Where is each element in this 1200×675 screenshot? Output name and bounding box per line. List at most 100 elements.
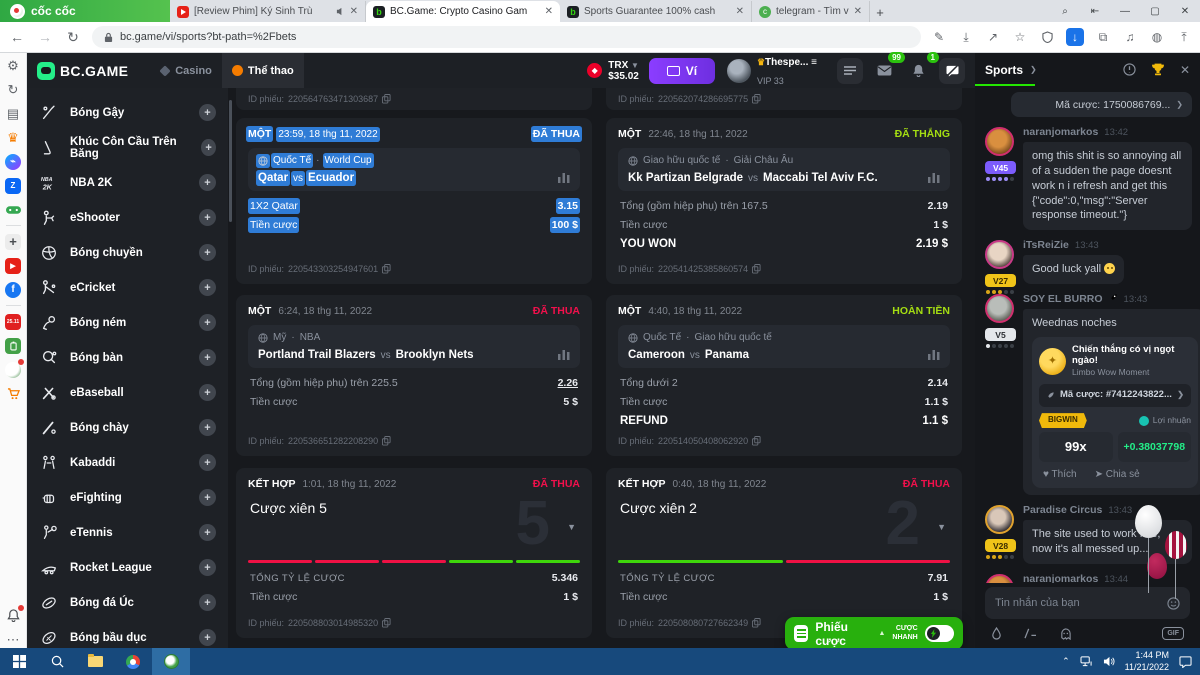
profile-chip[interactable]: ♛Thespe... ≡ VIP 33 <box>726 52 817 89</box>
sidebar-item-ecricket[interactable]: eCricket + <box>27 270 228 305</box>
chrome-button[interactable] <box>114 648 152 675</box>
sale-badge-icon[interactable]: 25.11 <box>5 313 22 330</box>
chat-username[interactable]: SOY EL BURRO <box>1023 293 1103 306</box>
start-button[interactable] <box>0 648 38 675</box>
media-icon[interactable]: ♫ <box>1125 30 1135 44</box>
sidebar-item-handball[interactable]: Bóng ném + <box>27 305 228 340</box>
sidebar-item-etennis[interactable]: eTennis + <box>27 515 228 550</box>
copy-icon[interactable] <box>382 436 391 446</box>
add-sport-button[interactable]: + <box>199 384 216 401</box>
bet-card-combo[interactable]: KẾT HỢP 1:01, 18 thg 11, 2022 ĐÃ THUA Cư… <box>236 468 592 638</box>
win-share-card[interactable]: ✦ Chiến thắng có vị ngọt ngào! Limbo Wow… <box>1032 336 1198 489</box>
bet-card-combo[interactable]: KẾT HỢP 0:40, 18 thg 11, 2022 ĐÃ THUA Cư… <box>606 468 962 638</box>
sidebar-item-baseball[interactable]: Bóng chày + <box>27 410 228 445</box>
zalo-icon[interactable]: Z <box>5 177 22 194</box>
tray-expand-icon[interactable]: ⌃ <box>1062 656 1070 666</box>
tab-audio-icon[interactable] <box>336 7 345 16</box>
chat-commands-icon[interactable] <box>1024 628 1037 639</box>
expand-chevron-icon[interactable]: ▼ <box>937 522 946 532</box>
boss-key-icon[interactable]: ⇤ <box>1090 5 1100 17</box>
sidebar-item-rugby[interactable]: Bóng bầu dục + <box>27 620 228 655</box>
taskbar-clock[interactable]: 1:44 PM 11/21/2022 <box>1124 650 1169 672</box>
add-sport-button[interactable]: + <box>199 349 216 366</box>
copy-icon[interactable] <box>752 264 761 274</box>
trophy-icon[interactable] <box>1151 63 1165 76</box>
gif-picker-button[interactable]: GIF <box>1162 627 1184 640</box>
avatar[interactable] <box>985 574 1014 583</box>
add-sport-button[interactable]: + <box>199 209 216 226</box>
reload-button[interactable]: ↻ <box>67 28 79 45</box>
sidebar-scrollbar[interactable] <box>229 100 232 222</box>
sidebar-item-volleyball[interactable]: Bóng chuyền + <box>27 235 228 270</box>
copy-icon[interactable] <box>752 618 761 628</box>
bet-code-chip[interactable]: Mã cược: 1750086769... ❯ <box>1011 92 1192 117</box>
action-center-icon[interactable] <box>1179 655 1192 668</box>
avatar[interactable] <box>985 294 1014 324</box>
copy-icon[interactable] <box>382 264 391 274</box>
games-controller-icon[interactable] <box>5 201 22 218</box>
copy-icon[interactable] <box>752 436 761 446</box>
stats-icon[interactable] <box>928 173 940 183</box>
chat-username[interactable]: naranjomarkos <box>1023 573 1099 583</box>
stats-icon[interactable] <box>558 350 570 360</box>
add-sport-button[interactable]: + <box>199 489 216 506</box>
add-sport-button[interactable]: + <box>199 174 216 191</box>
tab-close-icon[interactable]: ✕ <box>349 6 358 17</box>
sidebar-item-eshooter[interactable]: eShooter + <box>27 200 228 235</box>
like-button[interactable]: ♥ Thích <box>1043 468 1077 480</box>
football-app-icon[interactable] <box>5 359 24 378</box>
stats-icon[interactable] <box>928 350 940 360</box>
nav-tab-casino[interactable]: Casino <box>150 53 222 88</box>
file-explorer-button[interactable] <box>76 648 114 675</box>
chat-username[interactable]: iTsReiZie <box>1023 239 1069 252</box>
downloads-tray-icon[interactable]: ⤒ <box>1181 29 1187 44</box>
network-icon[interactable] <box>1080 656 1093 667</box>
add-sport-button[interactable]: + <box>199 559 216 576</box>
chat-toggle-icon[interactable] <box>939 57 965 84</box>
extensions-icon[interactable]: ⧉ <box>1098 29 1108 44</box>
facebook-icon[interactable]: f <box>5 281 22 298</box>
sidebar-item-kabaddi[interactable]: Kabaddi + <box>27 445 228 480</box>
sidebar-item-efighting[interactable]: eFighting + <box>27 480 228 515</box>
sidebar-item-rocket-league[interactable]: Rocket League + <box>27 550 228 585</box>
browser-tab-bcgame[interactable]: BC.Game: Crypto Casino Gam ✕ <box>366 1 560 22</box>
chat-message-input[interactable]: Tin nhắn của bạn <box>985 587 1190 619</box>
sidebar-item-nba2k[interactable]: NBA 2K NBA 2K + <box>27 165 228 200</box>
download-active-icon[interactable]: ↓ <box>1066 28 1084 46</box>
add-sport-button[interactable]: + <box>199 419 216 436</box>
browser-tab-sports-guarantee[interactable]: Sports Guarantee 100% cash ✕ <box>560 1 752 22</box>
profile-icon[interactable]: ◍ <box>1151 30 1163 44</box>
site-logo[interactable]: BC.GAME <box>37 61 128 80</box>
quick-bet-toggle[interactable] <box>924 625 954 642</box>
history-icon[interactable]: ↻ <box>7 81 19 97</box>
sidebar-item-bong-gay[interactable]: Bóng Gậy + <box>27 95 228 130</box>
tab-close-icon[interactable]: ✕ <box>853 6 862 17</box>
bet-card-partial[interactable]: ID phiếu: 220564763471303687 <box>236 88 592 110</box>
stats-icon[interactable] <box>558 173 570 183</box>
tab-search-icon[interactable]: ⌕ <box>1062 5 1068 17</box>
expand-chevron-icon[interactable]: ▼ <box>567 522 576 532</box>
signature-icon[interactable]: ✎ <box>933 30 945 44</box>
chat-username[interactable]: Paradise Circus <box>1023 504 1103 517</box>
add-sport-button[interactable]: + <box>199 524 216 541</box>
chat-room-tab[interactable]: Sports <box>985 62 1024 77</box>
add-sport-button[interactable]: + <box>199 454 216 471</box>
sidebar-item-aussie-rules[interactable]: Bóng đá Úc + <box>27 585 228 620</box>
bet-card-single[interactable]: MỘT 6:24, 18 thg 11, 2022 ĐÃ THUA Mỹ · NB… <box>236 295 592 456</box>
bet-card-partial[interactable]: ID phiếu: 220562074286695775 <box>606 88 962 110</box>
chat-close-icon[interactable]: ✕ <box>1179 62 1190 77</box>
bet-card-single[interactable]: MỘT 23:59, 18 thg 11, 2022 ĐÃ THUA Quốc … <box>236 118 592 284</box>
volume-icon[interactable] <box>1103 656 1115 667</box>
tab-close-icon[interactable]: ✕ <box>544 6 553 17</box>
copy-icon[interactable] <box>382 94 391 104</box>
emoji-picker-icon[interactable] <box>1167 596 1180 610</box>
tab-close-icon[interactable]: ✕ <box>735 6 744 17</box>
room-chevron-icon[interactable]: ❯ <box>1030 65 1037 74</box>
sidebar-item-ebaseball[interactable]: eBaseball + <box>27 375 228 410</box>
bet-slip-button[interactable]: Phiếu cược ▲ CƯỢC NHANH <box>785 617 963 650</box>
rain-tip-icon[interactable] <box>991 627 1002 640</box>
add-sport-button[interactable]: + <box>199 594 216 611</box>
share-icon[interactable]: ↗ <box>987 30 999 44</box>
menu-burger-icon[interactable] <box>837 57 863 84</box>
wallet-button[interactable]: Ví <box>648 57 715 84</box>
